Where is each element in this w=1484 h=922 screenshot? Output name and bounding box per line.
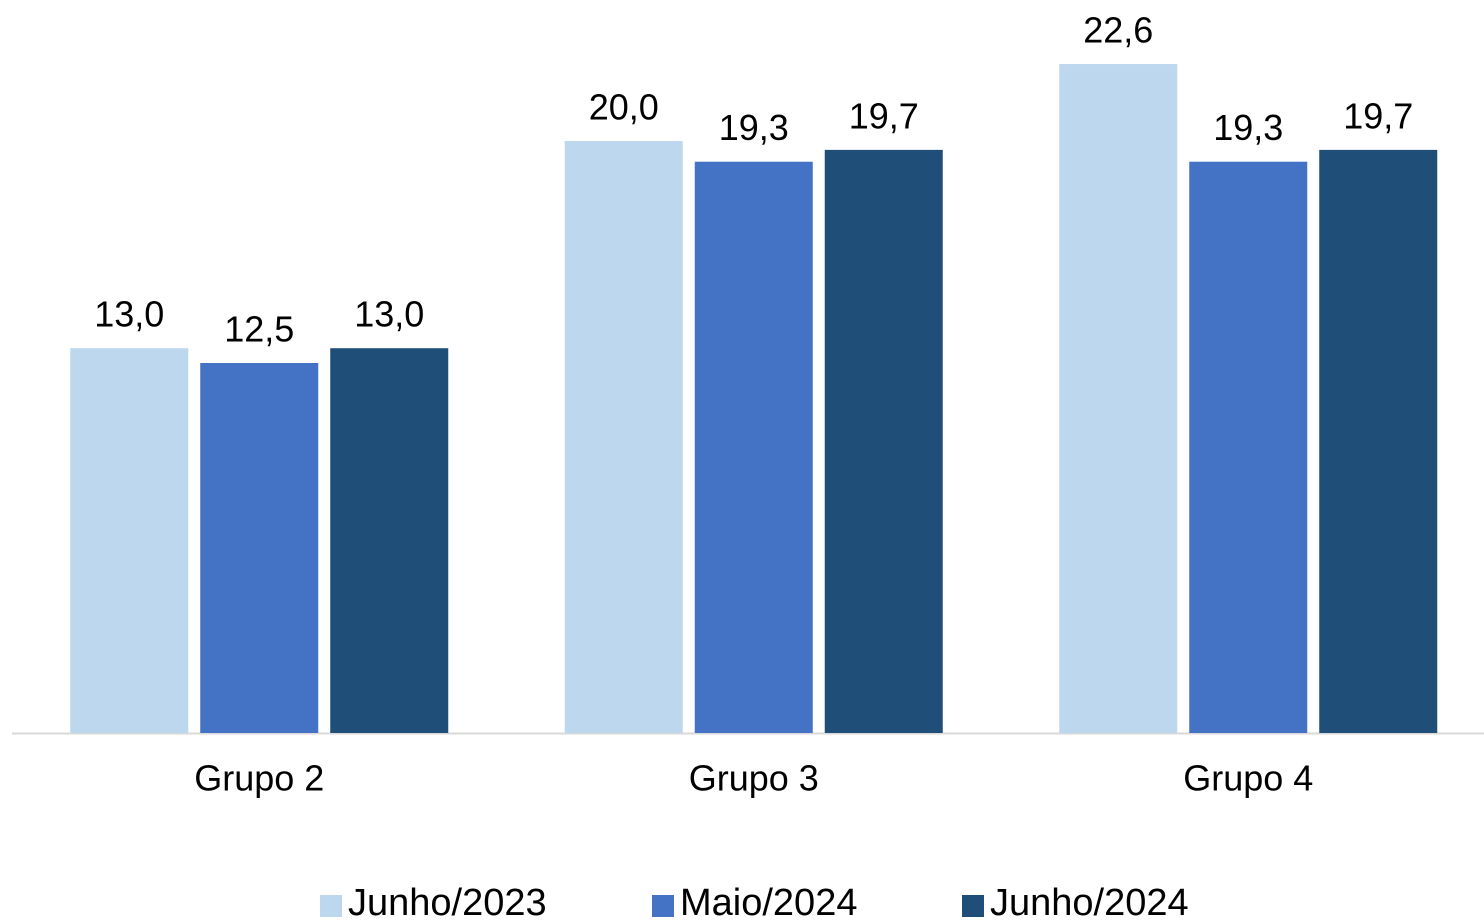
data-label: 20,0: [589, 87, 659, 128]
data-label: 19,3: [719, 107, 789, 148]
bar: [1059, 64, 1178, 734]
legend-swatch: [320, 895, 342, 917]
bar: [694, 161, 813, 734]
data-label: 19,3: [1213, 107, 1283, 148]
legend-swatch: [962, 895, 984, 917]
data-label: 19,7: [849, 95, 919, 136]
bar: [70, 348, 189, 733]
data-label: 13,0: [94, 294, 164, 335]
legend-swatch: [652, 895, 674, 917]
legend-label: Maio/2024: [680, 882, 857, 922]
bar: [564, 141, 683, 733]
bar: [824, 149, 943, 733]
data-label: 22,6: [1083, 10, 1153, 51]
data-label: 19,7: [1343, 95, 1413, 136]
x-tick-label: Grupo 3: [689, 758, 819, 799]
bar: [200, 363, 319, 733]
bar: [1319, 149, 1438, 733]
data-label: 13,0: [354, 294, 424, 335]
data-label: 12,5: [224, 309, 294, 350]
legend-label: Junho/2024: [990, 882, 1189, 922]
bar: [1189, 161, 1308, 734]
bar: [330, 348, 449, 733]
x-tick-label: Grupo 2: [194, 758, 324, 799]
legend-label: Junho/2023: [348, 882, 547, 922]
x-tick-label: Grupo 4: [1183, 758, 1313, 799]
